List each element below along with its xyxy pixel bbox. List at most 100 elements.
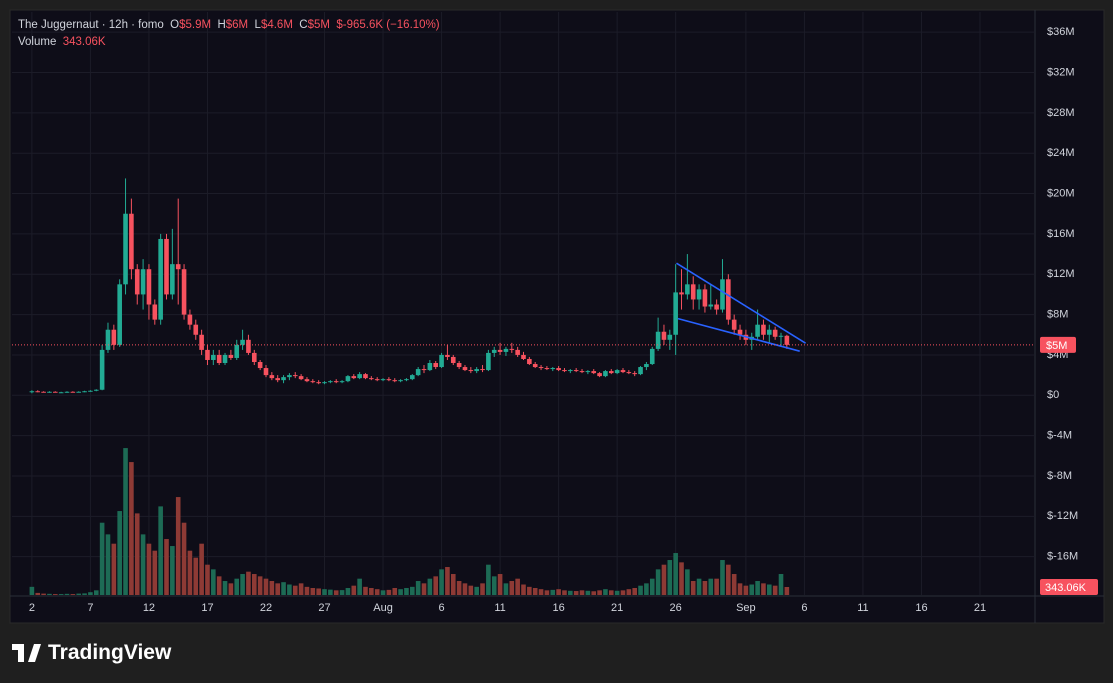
y-tick-label: $12M <box>1047 268 1075 280</box>
grid <box>12 12 1035 595</box>
volume-bar <box>474 586 479 595</box>
volume-bar <box>521 584 526 595</box>
volume-bar <box>140 534 146 595</box>
candle-body <box>269 375 275 379</box>
x-tick-label: 27 <box>318 602 330 614</box>
brand-name: TradingView <box>48 641 172 664</box>
volume-bar <box>755 581 760 595</box>
candle-body <box>667 334 673 340</box>
candle-body <box>398 380 403 382</box>
candle-body <box>755 324 760 337</box>
volume-bar <box>661 564 667 595</box>
candle-body <box>199 334 204 350</box>
candle-body <box>111 329 117 345</box>
volume-bar <box>544 590 550 595</box>
y-tick-label: $20M <box>1047 187 1075 199</box>
trend-line <box>677 317 800 352</box>
volume-bar <box>35 592 41 595</box>
volume-bar <box>509 581 515 595</box>
volume-bar <box>88 592 93 595</box>
ohlc-key: O <box>170 19 180 31</box>
volume-bar <box>263 578 269 595</box>
candle-body <box>427 363 433 371</box>
candle-body <box>614 370 620 374</box>
volume-bar <box>532 588 538 595</box>
y-tick-label: $28M <box>1047 107 1075 119</box>
volume-bar <box>357 578 362 595</box>
volume-bar <box>240 574 245 595</box>
volume-bar <box>105 534 111 595</box>
volume-bar <box>749 584 755 595</box>
candle-body <box>304 379 310 382</box>
volume-title: Volume <box>18 36 57 48</box>
last-price-tag <box>1040 336 1076 353</box>
candle-body <box>690 284 696 300</box>
candle-body <box>275 378 280 381</box>
volume-bar <box>433 576 439 595</box>
volume-bar <box>538 589 544 595</box>
candle-body <box>351 376 357 379</box>
volume-bar <box>632 588 637 595</box>
y-tick-label: $-4M <box>1047 430 1072 442</box>
volume-bar <box>410 586 415 595</box>
volume-bar <box>638 585 643 595</box>
volume-bar <box>193 557 199 595</box>
volume-bar <box>603 589 608 595</box>
x-tick-label: 21 <box>974 602 986 614</box>
volume-bar <box>731 574 737 595</box>
volume-bar <box>679 562 684 595</box>
candle-body <box>538 367 544 369</box>
volume-bar <box>316 588 321 595</box>
volume-bar <box>556 589 561 595</box>
volume-bar <box>462 583 468 595</box>
volume-bar <box>620 590 626 595</box>
volume-bar <box>322 589 327 595</box>
volume-bar <box>696 578 702 595</box>
y-tick-label: $-8M <box>1047 470 1072 482</box>
candle-body <box>175 264 181 270</box>
candle-body <box>685 284 690 295</box>
candle-body <box>76 391 82 393</box>
candle-body <box>415 369 421 376</box>
candle-body <box>644 364 649 368</box>
volume-bar <box>199 543 204 595</box>
candle-body <box>474 369 479 372</box>
candle-body <box>281 377 286 381</box>
candle-body <box>603 371 608 377</box>
volume-bar <box>468 585 474 595</box>
candle-body <box>333 381 339 383</box>
candle-body <box>234 344 240 358</box>
volume-bar <box>369 588 374 595</box>
candle-body <box>41 391 46 393</box>
candle-body <box>246 339 251 353</box>
y-tick-label: $8M <box>1047 309 1068 321</box>
volume-bar <box>568 590 573 595</box>
x-tick-label: 26 <box>670 602 682 614</box>
candle-body <box>726 279 731 320</box>
candle-body <box>410 375 415 380</box>
volume-bar <box>47 593 52 595</box>
candle-body <box>527 358 532 365</box>
candle-body <box>158 238 163 320</box>
candle-body <box>93 389 99 391</box>
candle-body <box>129 213 134 270</box>
volume-bar <box>246 571 251 595</box>
x-tick-label: 17 <box>201 602 213 614</box>
volume-bar <box>170 546 175 595</box>
volume-bar <box>374 589 380 595</box>
x-tick-label: Aug <box>373 602 393 614</box>
candle-body <box>380 379 386 381</box>
candle-body <box>117 284 122 345</box>
volume-bar <box>58 594 64 595</box>
x-tick-label: 16 <box>915 602 927 614</box>
volume-bar <box>345 588 351 595</box>
legend: The Juggernaut · 12h · fomo O$5.9M H$6M … <box>18 17 440 51</box>
candle-body <box>509 348 515 350</box>
candle-body <box>170 264 175 295</box>
x-tick-label: 21 <box>611 602 623 614</box>
candle-body <box>568 370 573 372</box>
candle-body <box>392 380 398 382</box>
candle-body <box>620 370 626 373</box>
change: $-965.6K (−16.10%) <box>336 19 440 31</box>
ohlc-key: L <box>254 19 261 31</box>
